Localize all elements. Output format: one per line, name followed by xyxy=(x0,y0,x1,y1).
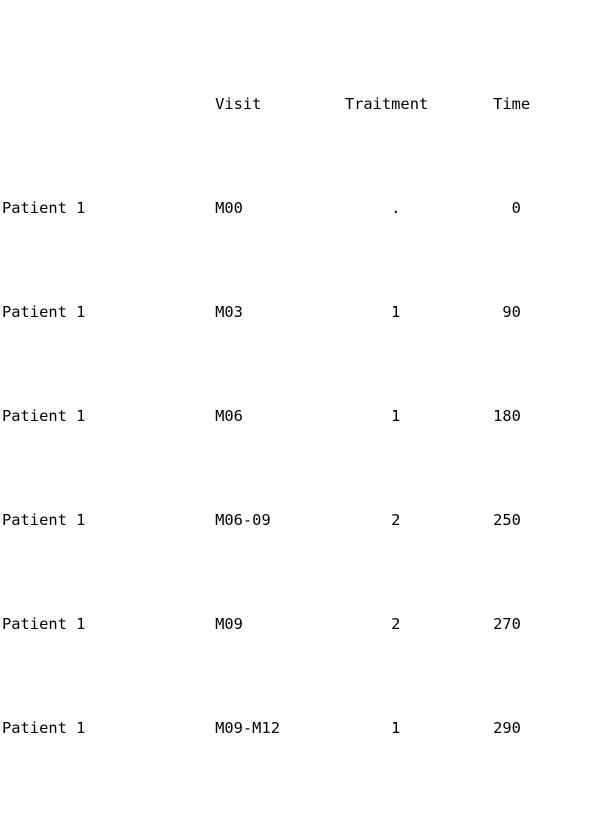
traitment-cell: 1 xyxy=(391,303,401,321)
visit-cell: M09 xyxy=(215,615,243,633)
visit-cell: M06 xyxy=(215,407,243,425)
patient-cell: Patient 1 xyxy=(2,819,215,822)
patient-cell: Patient 1 xyxy=(2,407,86,425)
traitment-cell: 2 xyxy=(391,511,401,529)
patient-cell: Patient 1 xyxy=(2,719,86,737)
time-cell: 295 xyxy=(400,819,520,822)
time-cell: 270 xyxy=(493,615,521,633)
table-row: Patient 1 M09-M12 1 295 xyxy=(2,819,610,822)
time-cell: 180 xyxy=(493,407,521,425)
table-row: Patient 1 M00 . 0 xyxy=(2,195,610,221)
time-cell: 290 xyxy=(493,719,521,737)
header-visit: Visit xyxy=(215,95,262,113)
header-row: Visit Traitment Time xyxy=(2,91,610,117)
table-row: Patient 1 M09 2 270 xyxy=(2,611,610,637)
visit-cell: M09-M12 xyxy=(215,719,280,737)
table-row: Patient 1 M03 1 90 xyxy=(2,299,610,325)
traitment-cell: 1 xyxy=(345,819,401,822)
table-row: Patient 1 M09-M12 1 290 xyxy=(2,715,610,741)
header-time: Time xyxy=(493,95,531,113)
visit-cell: M06-09 xyxy=(215,511,271,529)
header-traitment: Traitment xyxy=(344,95,429,113)
visit-cell: M09-M12 xyxy=(215,819,345,822)
header-spacer xyxy=(2,91,215,117)
patient-cell: Patient 1 xyxy=(2,511,86,529)
traitment-cell: 1 xyxy=(391,719,401,737)
patient-cell: Patient 1 xyxy=(2,303,86,321)
patient-cell: Patient 1 xyxy=(2,199,86,217)
text-editor-area[interactable]: Visit Traitment Time Patient 1 M00 . 0 P… xyxy=(0,0,610,737)
time-cell: 0 xyxy=(511,199,521,217)
traitment-cell: . xyxy=(391,199,401,217)
time-cell: 90 xyxy=(502,303,521,321)
visit-cell: M00 xyxy=(215,199,243,217)
table-row: Patient 1 M06-09 2 250 xyxy=(2,507,610,533)
traitment-cell: 2 xyxy=(391,615,401,633)
traitment-cell: 1 xyxy=(391,407,401,425)
table-row: Patient 1 M06 1 180 xyxy=(2,403,610,429)
patient-cell: Patient 1 xyxy=(2,615,86,633)
time-cell: 250 xyxy=(493,511,521,529)
visit-cell: M03 xyxy=(215,303,243,321)
